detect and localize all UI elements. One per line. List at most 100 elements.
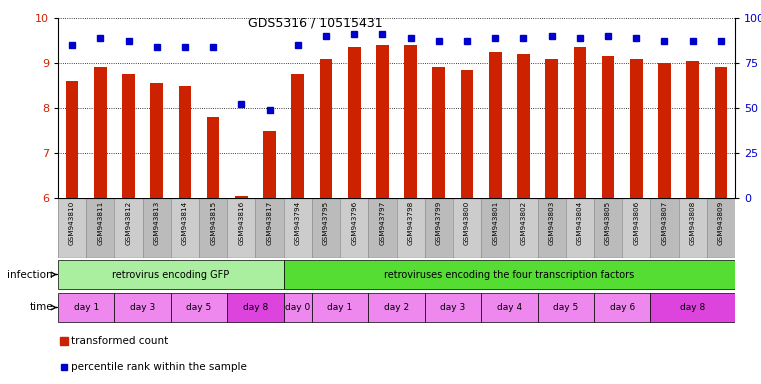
Bar (94, 68, 107, 198)
Bar (376, 45, 389, 198)
Text: day 2: day 2 (384, 303, 409, 312)
Bar (348, 47, 361, 198)
Bar (481, 293, 537, 322)
Text: GSM943815: GSM943815 (210, 201, 216, 245)
Text: GSM943817: GSM943817 (266, 201, 272, 245)
Text: GSM943801: GSM943801 (492, 201, 498, 245)
Text: GDS5316 / 10515431: GDS5316 / 10515431 (247, 16, 382, 29)
Bar (509, 198, 537, 258)
Text: GSM943794: GSM943794 (295, 201, 301, 245)
Bar (679, 198, 707, 258)
Bar (228, 293, 284, 322)
Text: day 5: day 5 (186, 303, 212, 312)
Bar (199, 198, 228, 258)
Bar (460, 70, 473, 198)
Bar (65, 81, 78, 198)
Bar (114, 293, 170, 322)
Text: retroviruses encoding the four transcription factors: retroviruses encoding the four transcrip… (384, 270, 635, 280)
Bar (622, 198, 651, 258)
Bar (602, 56, 614, 198)
Bar (658, 63, 671, 198)
Text: GSM943814: GSM943814 (182, 201, 188, 245)
Text: GSM943802: GSM943802 (521, 201, 527, 245)
Bar (651, 293, 735, 322)
Bar (546, 58, 558, 198)
Bar (340, 198, 368, 258)
Bar (537, 198, 565, 258)
Text: GSM943810: GSM943810 (69, 201, 75, 245)
Text: GSM943813: GSM943813 (154, 201, 160, 245)
Text: GSM943812: GSM943812 (126, 201, 132, 245)
Bar (565, 198, 594, 258)
Bar (312, 198, 340, 258)
Bar (404, 45, 417, 198)
Bar (686, 61, 699, 198)
Text: percentile rank within the sample: percentile rank within the sample (71, 362, 247, 372)
Text: GSM943795: GSM943795 (323, 201, 329, 245)
Bar (368, 198, 396, 258)
Text: day 0: day 0 (285, 303, 310, 312)
Text: day 3: day 3 (441, 303, 466, 312)
Bar (715, 68, 728, 198)
Bar (396, 198, 425, 258)
Text: GSM943806: GSM943806 (633, 201, 639, 245)
Text: day 8: day 8 (243, 303, 268, 312)
Text: GSM943800: GSM943800 (464, 201, 470, 245)
Text: day 6: day 6 (610, 303, 635, 312)
Bar (651, 198, 679, 258)
Bar (114, 198, 142, 258)
Text: GSM943807: GSM943807 (661, 201, 667, 245)
Bar (151, 83, 163, 198)
Bar (170, 293, 228, 322)
Text: infection: infection (8, 270, 53, 280)
Text: day 5: day 5 (553, 303, 578, 312)
Text: day 4: day 4 (497, 303, 522, 312)
Bar (594, 293, 651, 322)
Bar (86, 198, 114, 258)
Text: day 8: day 8 (680, 303, 705, 312)
Bar (179, 86, 191, 198)
Bar (630, 58, 642, 198)
Bar (207, 117, 219, 198)
Bar (58, 260, 284, 290)
Text: day 1: day 1 (74, 303, 99, 312)
Text: transformed count: transformed count (71, 336, 168, 346)
Bar (707, 198, 735, 258)
Bar (291, 74, 304, 198)
Bar (60, 337, 68, 345)
Bar (170, 198, 199, 258)
Bar (537, 293, 594, 322)
Bar (432, 68, 445, 198)
Bar (368, 293, 425, 322)
Bar (594, 198, 622, 258)
Text: GSM943798: GSM943798 (408, 201, 414, 245)
Text: GSM943811: GSM943811 (97, 201, 103, 245)
Bar (284, 260, 735, 290)
Bar (256, 198, 284, 258)
Text: day 1: day 1 (327, 303, 352, 312)
Bar (425, 293, 481, 322)
Text: GSM943809: GSM943809 (718, 201, 724, 245)
Bar (58, 293, 114, 322)
Bar (312, 293, 368, 322)
Text: GSM943803: GSM943803 (549, 201, 555, 245)
Bar (228, 198, 256, 258)
Text: GSM943797: GSM943797 (380, 201, 385, 245)
Bar (320, 58, 333, 198)
Text: GSM943804: GSM943804 (577, 201, 583, 245)
Bar (58, 198, 86, 258)
Bar (453, 198, 481, 258)
Text: GSM943816: GSM943816 (238, 201, 244, 245)
Bar (263, 131, 276, 198)
Bar (489, 52, 501, 198)
Bar (284, 293, 312, 322)
Bar (142, 198, 170, 258)
Bar (123, 74, 135, 198)
Bar (235, 196, 247, 198)
Text: retrovirus encoding GFP: retrovirus encoding GFP (112, 270, 230, 280)
Bar (284, 198, 312, 258)
Text: GSM943805: GSM943805 (605, 201, 611, 245)
Text: time: time (30, 303, 53, 313)
Bar (517, 54, 530, 198)
Bar (481, 198, 509, 258)
